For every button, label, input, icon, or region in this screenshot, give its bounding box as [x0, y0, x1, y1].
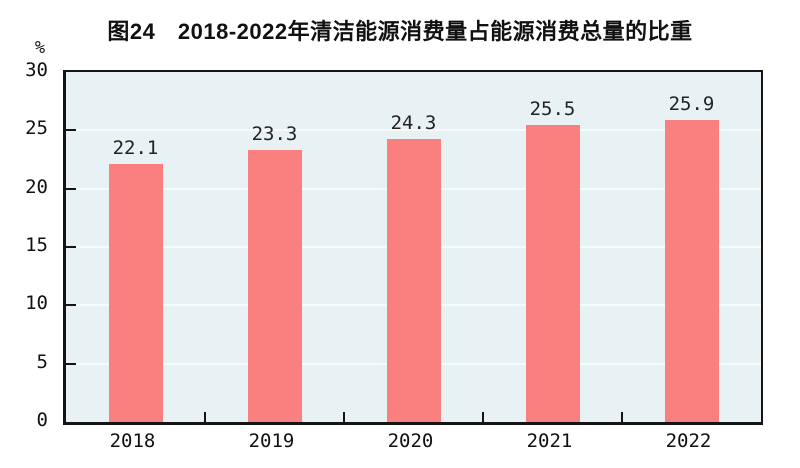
x-tick-label: 2021	[526, 430, 573, 452]
bar-2019	[247, 150, 302, 422]
bar-value-label: 23.3	[251, 123, 298, 146]
x-axis-tick-mark	[204, 412, 206, 422]
y-axis-tick-mark	[66, 246, 76, 248]
x-tick-label: 2018	[109, 430, 156, 452]
bar-value-label: 25.5	[529, 97, 576, 120]
bar-2020	[386, 138, 441, 422]
y-tick-label: 0	[36, 409, 48, 431]
x-axis-tick-mark	[482, 412, 484, 422]
x-axis-tick-mark	[343, 412, 345, 422]
x-tick-label: 2022	[665, 430, 712, 452]
y-axis-tick-mark	[66, 362, 76, 365]
gridline	[66, 129, 761, 132]
bar-2018	[108, 164, 163, 422]
x-tick-label: 2019	[248, 430, 295, 452]
y-axis-unit-label: %	[34, 38, 46, 58]
bar-2021	[525, 124, 580, 422]
y-tick-label: 5	[36, 350, 48, 373]
y-axis-tick-mark	[66, 129, 76, 132]
bar-value-label: 25.9	[668, 92, 715, 115]
y-axis-tick-mark	[66, 187, 76, 190]
y-tick-label: 10	[25, 292, 48, 315]
y-tick-label: 25	[25, 117, 48, 140]
x-axis-tick-mark	[621, 412, 623, 422]
y-tick-label: 15	[25, 234, 48, 256]
plot-area: 22.1 23.3 24.3 25.5 25.9	[63, 70, 763, 425]
x-tick-label: 2020	[387, 430, 434, 452]
y-axis-tick-mark	[66, 304, 76, 307]
y-tick-label: 20	[25, 175, 48, 198]
x-axis-tick-labels: 2018 2019 2020 2021 2022	[63, 430, 763, 456]
y-axis-tick-labels: 0 5 10 15 20 25 30	[0, 59, 52, 431]
bar-value-label: 22.1	[112, 137, 159, 160]
y-tick-label: 30	[25, 59, 48, 81]
bar-value-label: 24.3	[390, 111, 437, 134]
chart-title: 图24 2018-2022年清洁能源消费量占能源消费总量的比重	[107, 19, 693, 44]
bar-2022	[664, 119, 719, 422]
